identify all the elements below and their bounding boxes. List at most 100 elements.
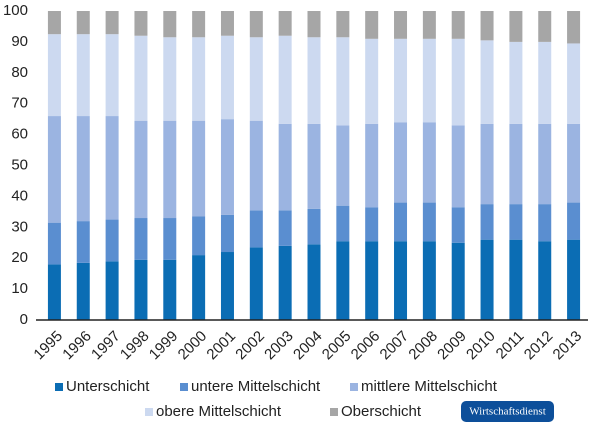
x-tick-label: 2001 <box>203 328 239 364</box>
y-tick-label: 100 <box>3 2 28 19</box>
bar-segment <box>163 11 177 38</box>
bar-segment <box>134 11 148 36</box>
bar-segment <box>105 219 119 262</box>
x-tick-label: 2013 <box>550 328 586 364</box>
bar-segment <box>278 123 292 211</box>
x-tick-label: 1995 <box>30 328 66 364</box>
bar-segment <box>480 204 494 240</box>
bar-segment <box>249 37 263 121</box>
legend-swatch <box>330 408 338 416</box>
bar-segment <box>192 11 206 38</box>
y-tick-label: 40 <box>11 187 28 204</box>
bar-segment <box>105 116 119 220</box>
bar-segment <box>307 123 321 209</box>
bar-segment <box>365 38 379 124</box>
bar-segment <box>163 259 177 320</box>
bar-segment <box>451 11 465 39</box>
x-tick-label: 2002 <box>232 328 268 364</box>
bar-segment <box>163 218 177 260</box>
bar-segment <box>451 38 465 126</box>
bar-segment <box>451 125 465 208</box>
bar-segment <box>567 239 581 320</box>
legend-label: untere Mittelschicht <box>191 378 321 395</box>
bar-segment <box>47 116 61 223</box>
x-tick-label: 1998 <box>117 328 153 364</box>
bar-segment <box>249 120 263 211</box>
y-tick-label: 70 <box>11 95 28 112</box>
bar-segment <box>220 214 234 253</box>
bar-segment <box>192 255 206 320</box>
bar-segment <box>47 11 61 35</box>
bar-segment <box>163 120 177 219</box>
x-tick-label: 2010 <box>463 328 499 364</box>
y-tick-label: 30 <box>11 218 28 235</box>
bar-segment <box>538 41 552 124</box>
bar-segment <box>47 264 61 320</box>
bar-segment <box>567 202 581 240</box>
bar-segment <box>220 119 234 215</box>
bar-segment <box>422 122 436 203</box>
bar-segment <box>567 43 581 124</box>
bar-segment <box>480 11 494 41</box>
x-tick-label: 2011 <box>493 328 528 363</box>
bar-segment <box>249 247 263 320</box>
bar-segment <box>365 123 379 208</box>
source: Wirtschaftsdienst <box>469 406 546 418</box>
bar-segment <box>220 11 234 36</box>
bar-segment <box>336 125 350 206</box>
bar-segment <box>192 120 206 217</box>
y-tick-label: 60 <box>11 126 28 143</box>
x-tick-label: 2007 <box>377 328 413 364</box>
legend-label: Unterschicht <box>66 378 150 395</box>
bar-segment <box>307 244 321 320</box>
legend-label: obere Mittelschicht <box>156 403 282 420</box>
bar-segment <box>422 241 436 320</box>
x-tick-label: 2003 <box>261 328 297 364</box>
bar-segment <box>278 210 292 246</box>
bar-segment <box>509 239 523 320</box>
source-badge <box>461 401 554 422</box>
bar-segment <box>76 262 90 320</box>
bar-segment <box>307 11 321 38</box>
legend-swatch <box>180 383 188 391</box>
legend-label: mittlere Mittelschicht <box>361 378 498 395</box>
bar-segment <box>394 38 408 123</box>
bar-segment <box>422 11 436 39</box>
y-tick-label: 80 <box>11 64 28 81</box>
x-tick-label: 2012 <box>521 328 557 364</box>
bar-segment <box>567 11 581 44</box>
x-tick-label: 2000 <box>175 328 211 364</box>
x-tick-label: 2005 <box>319 328 355 364</box>
bar-segment <box>480 123 494 205</box>
bar-segment <box>480 40 494 124</box>
y-tick-label: 10 <box>11 280 28 297</box>
bar-segment <box>509 11 523 42</box>
bar-segment <box>394 11 408 39</box>
bar-segment <box>134 218 148 260</box>
bar-segment <box>105 11 119 35</box>
bar-segment <box>134 120 148 219</box>
bar-segment <box>567 123 581 203</box>
bar-segment <box>307 37 321 124</box>
x-tick-label: 2004 <box>290 328 326 364</box>
y-tick-label: 20 <box>11 249 28 266</box>
bar-segment <box>249 210 263 248</box>
bar-segment <box>538 11 552 42</box>
bar-segment <box>394 122 408 203</box>
bar-segment <box>394 202 408 242</box>
y-tick-label: 50 <box>11 156 28 173</box>
bar-segment <box>192 216 206 256</box>
bar-segment <box>192 37 206 121</box>
bar-segment <box>336 37 350 126</box>
bar-segment <box>422 38 436 123</box>
x-tick-label: 1999 <box>146 328 182 364</box>
bar-segment <box>220 252 234 320</box>
x-tick-label: 2008 <box>405 328 441 364</box>
bar-segment <box>105 34 119 117</box>
bar-segment <box>538 241 552 320</box>
bar-segment <box>220 35 234 120</box>
bar-segment <box>163 37 177 121</box>
bar-segment <box>538 204 552 242</box>
y-tick-label: 0 <box>20 311 28 328</box>
bar-segment <box>134 259 148 320</box>
